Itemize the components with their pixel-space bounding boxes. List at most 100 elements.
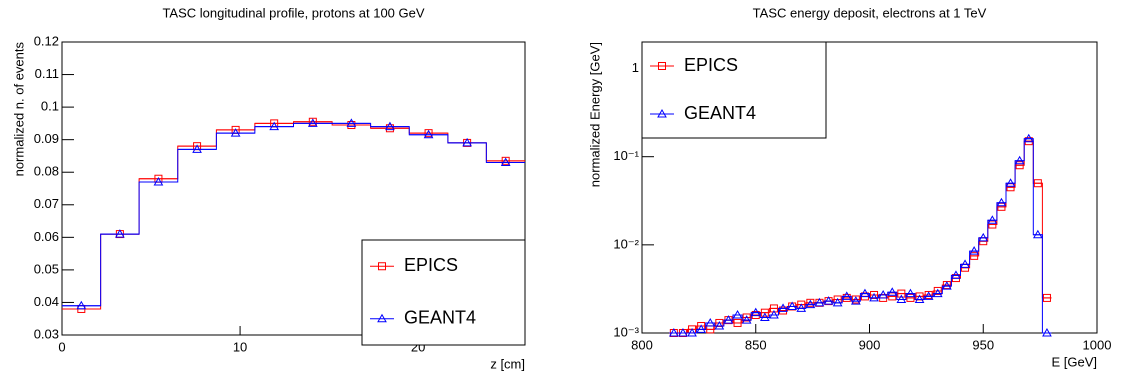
y-tick-label: 0.04 [34, 294, 59, 309]
marker [1006, 183, 1015, 192]
marker [308, 117, 317, 126]
legend-label: GEANT4 [684, 103, 756, 123]
marker [878, 289, 889, 299]
marker [987, 215, 998, 224]
y-tick-label: 0.1 [41, 99, 59, 114]
marker [705, 317, 716, 327]
marker [887, 287, 898, 296]
marker [905, 288, 916, 298]
marker [501, 156, 510, 165]
legend-box [641, 41, 827, 139]
marker [923, 291, 934, 300]
legend-label: EPICS [684, 55, 738, 75]
marker [996, 197, 1007, 207]
x-axis-label: z [cm] [490, 356, 525, 371]
marker [823, 296, 834, 305]
marker [796, 303, 807, 312]
marker [832, 297, 843, 307]
y-tick-label: 10⁻² [613, 236, 639, 251]
y-tick-label: 0.12 [34, 33, 59, 48]
marker [657, 108, 667, 118]
marker [153, 176, 164, 186]
chart-panel: TASC longitudinal profile, protons at 10… [11, 5, 526, 371]
marker [941, 281, 952, 290]
marker [668, 327, 679, 337]
marker [1015, 161, 1024, 170]
marker [1033, 179, 1042, 188]
legend-label: EPICS [404, 255, 458, 275]
marker [860, 288, 870, 298]
marker [1005, 178, 1016, 187]
chart-title: TASC longitudinal profile, protons at 10… [162, 5, 424, 20]
marker [806, 298, 815, 307]
marker [960, 259, 970, 268]
marker [988, 220, 997, 229]
marker [1042, 327, 1052, 337]
marker [851, 295, 860, 304]
y-tick-label: 0.03 [34, 326, 59, 341]
chart-title: TASC energy deposit, electrons at 1 TeV [753, 5, 987, 20]
marker [759, 312, 770, 321]
y-tick-label: 0.06 [34, 229, 59, 244]
x-tick-label: 950 [972, 337, 994, 352]
marker [1032, 229, 1043, 239]
marker [778, 303, 788, 312]
marker [933, 286, 942, 295]
y-tick-label: 0.08 [34, 164, 59, 179]
x-axis-label: E [GeV] [1051, 354, 1097, 369]
marker [805, 299, 816, 309]
marker [76, 300, 87, 310]
marker [970, 251, 979, 260]
marker [462, 137, 472, 147]
marker [787, 301, 798, 310]
y-axis-label: normalized n. of events [11, 42, 26, 177]
marker [969, 246, 980, 255]
marker [888, 292, 897, 301]
marker [732, 309, 743, 319]
legend-box [361, 239, 526, 346]
marker [951, 270, 961, 279]
y-tick-label: 0.07 [34, 196, 59, 211]
marker [1042, 293, 1051, 302]
marker [814, 297, 825, 307]
marker [678, 327, 688, 337]
x-tick-label: 900 [859, 337, 881, 352]
marker [1014, 155, 1025, 165]
y-tick-label: 1 [632, 60, 639, 75]
marker [658, 62, 666, 70]
x-tick-label: 10 [233, 339, 247, 354]
y-axis-label: normalized Energy [GeV] [587, 42, 602, 187]
marker [377, 313, 387, 323]
marker [914, 294, 925, 303]
y-tick-label: 0.05 [34, 261, 59, 276]
marker [269, 121, 280, 131]
marker [714, 321, 725, 330]
chart-panel: TASC energy deposit, electrons at 1 TeV E… [587, 5, 1111, 369]
y-tick-label: 10⁻³ [613, 324, 639, 339]
marker [741, 315, 752, 324]
marker [115, 229, 125, 238]
marker [897, 289, 906, 298]
marker [424, 129, 433, 138]
marker [742, 313, 751, 322]
marker [378, 262, 386, 271]
marker [841, 291, 852, 300]
marker [760, 308, 769, 317]
marker [230, 128, 241, 137]
x-tick-label: 850 [745, 337, 767, 352]
marker [896, 294, 907, 303]
histogram-outline [669, 138, 1052, 334]
marker [723, 315, 734, 324]
marker [850, 296, 861, 305]
marker [696, 324, 707, 333]
marker [869, 292, 879, 302]
marker [769, 309, 779, 319]
y-tick-label: 0.09 [34, 131, 59, 146]
x-tick-label: 800 [631, 337, 653, 352]
marker [500, 157, 511, 166]
marker [423, 129, 434, 139]
marker [346, 118, 357, 127]
y-tick-label: 0.11 [35, 66, 59, 81]
legend-label: GEANT4 [404, 308, 476, 328]
